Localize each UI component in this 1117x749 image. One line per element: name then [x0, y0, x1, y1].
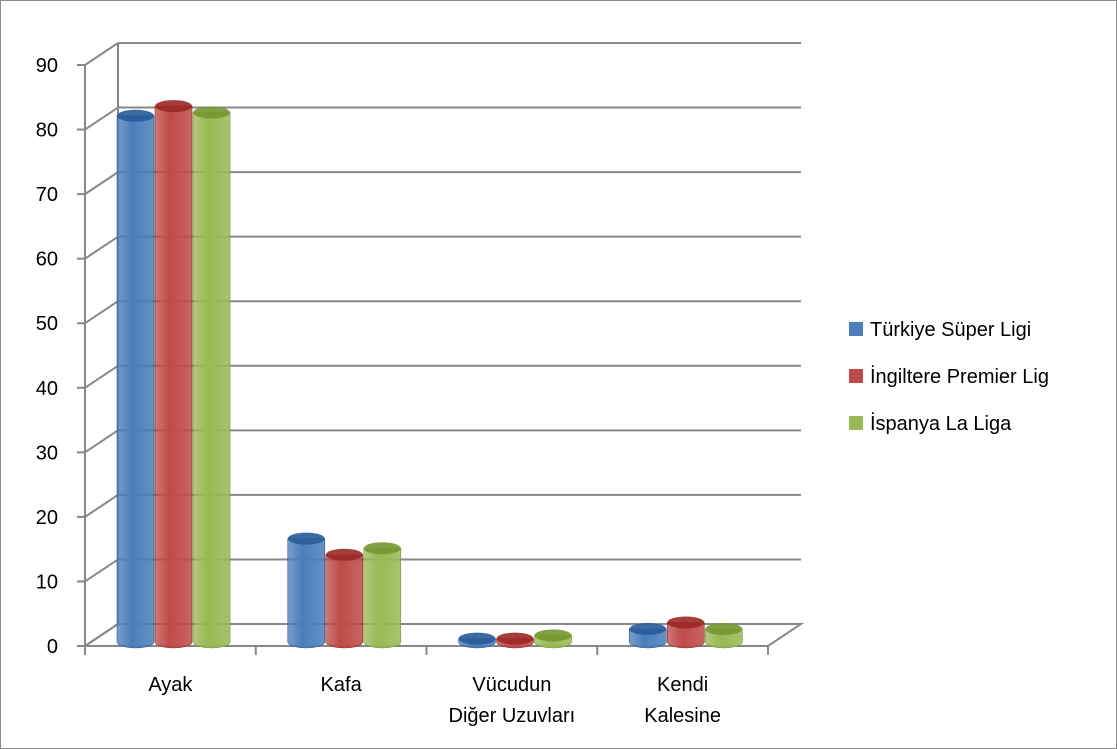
bar	[496, 632, 534, 649]
y-tick-label: 90	[36, 55, 58, 77]
side-gridline	[84, 429, 119, 454]
bar-top	[117, 109, 155, 122]
bar-top	[534, 629, 572, 642]
gridlines	[84, 42, 801, 647]
bar	[192, 106, 231, 649]
bar-top	[667, 616, 705, 629]
legend-entry: İspanya La Liga	[849, 412, 1012, 435]
side-gridline	[84, 171, 119, 195]
category-labels: Ayak Kafa Vücudun Diğer Uzuvları Kendi Kalesi…	[148, 674, 721, 727]
bar	[363, 542, 402, 649]
bar-body	[116, 115, 155, 649]
legend-swatch	[849, 322, 863, 336]
legend-entry: İngiltere Premier Lig	[849, 365, 1049, 388]
legend-label: İngiltere Premier Lig	[870, 365, 1049, 388]
category-label: Kafa	[321, 674, 363, 696]
category-label: Kendi Kalesine	[644, 674, 721, 727]
category-label: Vücudun Diğer Uzuvları	[449, 674, 576, 727]
side-gridline	[84, 623, 119, 647]
legend-label: İspanya La Liga	[870, 412, 1012, 435]
side-gridline	[84, 364, 119, 389]
y-tick-label: 30	[36, 442, 58, 464]
bar-top	[496, 632, 534, 645]
bar-top	[325, 548, 363, 561]
y-tick-label: 40	[36, 378, 58, 400]
bar	[534, 629, 572, 649]
legend-entry: Türkiye Süper Ligi	[849, 319, 1031, 341]
bar-top	[363, 542, 401, 555]
y-tick-label: 80	[36, 120, 58, 142]
side-gridline	[84, 558, 119, 583]
legend-label: Türkiye Süper Ligi	[870, 319, 1031, 341]
bar-top	[458, 632, 496, 645]
bar-top	[705, 622, 743, 635]
side-gridline	[84, 300, 119, 325]
y-tick-label: 60	[36, 249, 58, 271]
side-gridline	[84, 42, 119, 66]
bar-body	[666, 622, 705, 649]
y-tick-label: 20	[36, 507, 58, 529]
bar	[666, 616, 705, 649]
bar	[704, 622, 743, 649]
bar-body	[325, 554, 364, 649]
bars	[116, 100, 743, 649]
legend-swatch	[849, 369, 863, 383]
side-gridline	[84, 494, 119, 518]
bar	[287, 532, 326, 649]
bar-body	[363, 547, 402, 649]
legend: Türkiye Süper Ligi İngiltere Premier Lig İ…	[849, 319, 1049, 435]
y-tick-label: 0	[47, 636, 58, 658]
bar-body	[287, 538, 326, 649]
side-gridline	[84, 106, 119, 131]
category-label: Ayak	[148, 674, 193, 696]
bar-top	[287, 532, 325, 545]
bar-top	[193, 106, 231, 119]
y-tick-label: 50	[36, 313, 58, 335]
legend-swatch	[849, 416, 863, 430]
y-tick-label: 70	[36, 184, 58, 206]
side-gridline	[84, 235, 119, 260]
bar-top	[629, 622, 667, 635]
bar-top	[155, 100, 193, 113]
y-tick-labels: 0 10 20 30 40 50 60 70 80 90	[36, 55, 58, 658]
bar	[628, 622, 667, 649]
y-tick-label: 10	[36, 571, 58, 593]
bar	[325, 548, 364, 649]
bar	[458, 632, 496, 649]
bar	[116, 109, 155, 649]
bar	[154, 100, 193, 649]
bar-body	[192, 112, 231, 649]
bar-body	[154, 105, 193, 649]
